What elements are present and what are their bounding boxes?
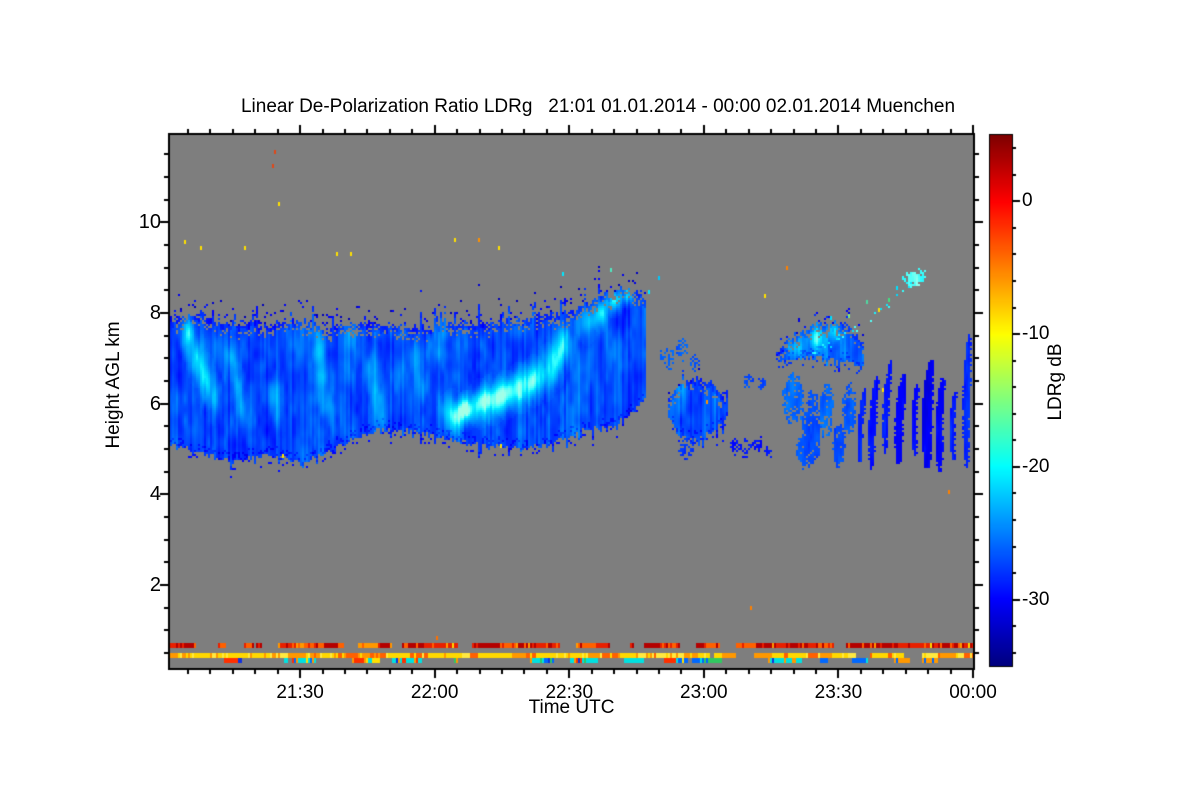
y-tick-label: 10 bbox=[138, 211, 161, 234]
y-tick-label: 2 bbox=[149, 574, 161, 597]
colorbar-tick-label: -10 bbox=[1022, 323, 1050, 345]
y-axis-title-text: Height AGL km bbox=[103, 321, 124, 449]
colorbar-tick-label: -20 bbox=[1022, 455, 1050, 477]
x-tick-label: 22:00 bbox=[410, 682, 459, 703]
colorbar-tick-label: -30 bbox=[1022, 588, 1050, 610]
x-tick-label: 23:00 bbox=[680, 682, 728, 703]
y-tick-label: 6 bbox=[149, 392, 161, 415]
x-tick-label: 00:00 bbox=[949, 682, 997, 703]
x-axis-title: Time UTC bbox=[528, 697, 615, 718]
x-tick-label: 23:30 bbox=[814, 682, 863, 703]
colorbar-title-text: LDRg dB bbox=[1045, 343, 1066, 421]
colorbar-tick-label: 0 bbox=[1022, 190, 1033, 212]
x-tick-label: 22:30 bbox=[545, 682, 594, 703]
y-tick-label: 8 bbox=[149, 302, 161, 325]
y-tick-label: 4 bbox=[149, 483, 161, 506]
x-tick-label: 21:30 bbox=[276, 682, 324, 703]
chart-title: Linear De-Polarization Ratio LDRg 21:01 … bbox=[240, 96, 956, 117]
